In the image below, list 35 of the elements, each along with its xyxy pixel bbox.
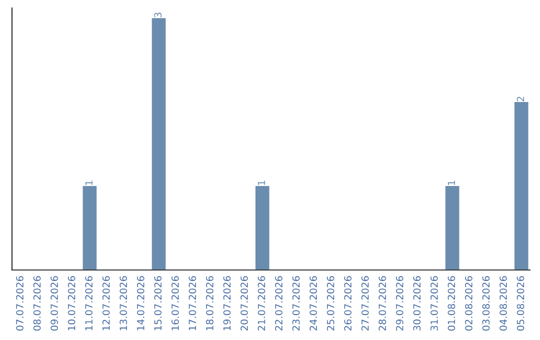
x-tick-label: 27.07.2026: [361, 276, 369, 331]
x-tick-label: 25.07.2026: [326, 276, 334, 331]
data-label: 3: [154, 12, 162, 18]
x-tick-label: 28.07.2026: [378, 276, 386, 331]
data-label: 1: [85, 180, 92, 185]
x-tick-label: 12.07.2026: [102, 276, 110, 330]
x-tick-label: 30.07.2026: [413, 276, 421, 330]
x-tick-label: 21.07.2026: [258, 276, 266, 331]
x-tick-label: 10.07.2026: [68, 276, 76, 330]
data-label: 1: [448, 180, 455, 185]
x-tick-label: 19.07.2026: [223, 276, 231, 330]
x-tick-label: 14.07.2026: [136, 276, 144, 330]
x-tick-label: 26.07.2026: [344, 276, 352, 331]
x-tick-label: 16.07.2026: [172, 276, 179, 330]
x-tick-label: 24.07.2026: [310, 276, 317, 331]
x-tick-label: 08.07.2026: [33, 276, 41, 331]
x-tick-label: 11.07.2026: [85, 276, 93, 330]
x-tick-label: 22.07.2026: [275, 276, 282, 331]
x-tick-label: 07.07.2026: [16, 276, 24, 331]
x-tick-label: 15.07.2026: [154, 276, 162, 330]
x-tick-label: 13.07.2026: [120, 276, 128, 330]
x-tick-label: 17.07.2026: [188, 276, 196, 330]
x-tick-label: 20.07.2026: [240, 276, 248, 331]
x-tick-label: 04.08.2026: [500, 276, 507, 331]
x-tick-label: 18.07.2026: [206, 276, 214, 330]
x-tick-label: 29.07.2026: [396, 276, 404, 331]
x-tick-label: 02.08.2026: [465, 276, 472, 331]
x-tick-label: 05.08.2026: [516, 276, 524, 331]
x-tick-label: 01.08.2026: [448, 276, 456, 331]
x-tick-label: 03.08.2026: [482, 276, 490, 331]
x-tick-label: 31.07.2026: [430, 276, 438, 330]
x-tick-label: 09.07.2026: [50, 276, 58, 331]
x-tick-label: 23.07.2026: [292, 276, 300, 331]
data-label: 2: [516, 96, 524, 102]
data-label: 1: [258, 180, 266, 185]
